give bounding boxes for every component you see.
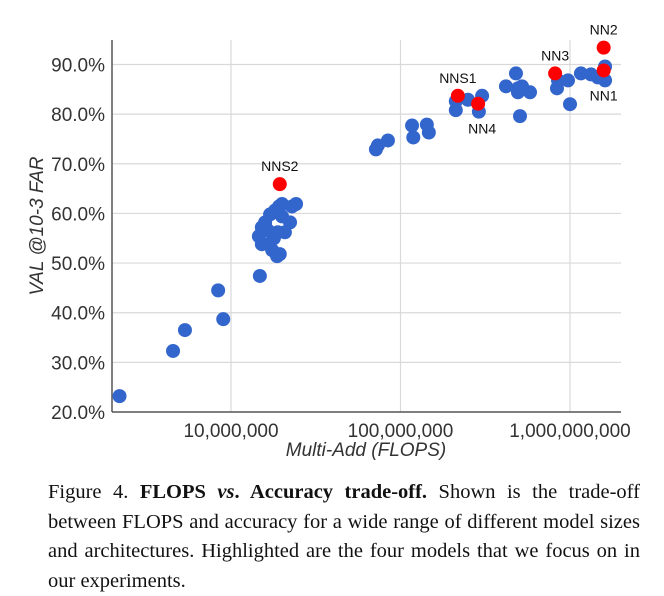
highlighted-point-nn4 [471,96,486,111]
y-tick-label: 30.0% [51,353,105,374]
x-tick-label: 100,000,000 [348,421,454,442]
data-point [211,283,226,298]
y-tick-label: 40.0% [51,304,105,325]
data-point [510,81,525,96]
data-point [448,103,463,118]
point-label-nn1: NN1 [590,87,618,103]
data-point [549,81,564,96]
data-point [177,323,192,338]
data-point [508,66,523,81]
caption-title-a: FLOPS [139,481,218,503]
x-axis-title: Multi-Add (FLOPS) [286,440,446,461]
y-tick-label: 70.0% [51,155,105,176]
highlighted-point-nn1 [596,63,611,78]
grid-lines [112,40,621,412]
y-tick-label: 50.0% [51,254,105,275]
data-point [563,97,577,112]
data-point [573,66,588,81]
highlighted-point-nn2 [596,40,611,55]
data-point [380,133,395,148]
data-point [289,196,304,211]
highlighted-point-nns1 [450,88,465,103]
data-point [498,79,513,94]
point-label-nns1: NNS1 [439,70,477,86]
figure-caption: Figure 4. FLOPS vs. Accuracy trade-off. … [48,478,640,596]
data-point [216,312,231,327]
data-point [512,109,527,124]
data-point [560,73,575,88]
data-point [166,343,181,358]
y-tick-label: 20.0% [51,403,105,424]
data-point [421,125,436,140]
point-label-nn2: NN2 [590,22,618,38]
y-tick-labels: 20.0% 30.0% 40.0% 50.0% 60.0% 70.0% 80.0% 90.0% [51,56,105,425]
point-label-nn4: NN4 [468,121,496,137]
highlighted-point-nn3 [548,66,563,81]
data-point [265,243,280,258]
data-points [112,40,613,404]
flops-accuracy-chart: 20.0% 30.0% 40.0% 50.0% 60.0% 70.0% 80.0% 90.0%… [27,22,631,461]
data-point [260,223,275,238]
point-label-nn3: NN3 [541,47,569,63]
point-label-nns2: NNS2 [261,158,299,174]
caption-prefix: Figure 4. [48,481,140,503]
data-point [405,118,420,133]
data-point [406,130,421,145]
caption-title-b: . Accuracy trade-off. [234,481,428,503]
x-tick-labels: 10,000,000 100,000,000 1,000,000,000 [183,421,630,442]
x-tick-label: 10,000,000 [183,421,278,442]
y-tick-label: 90.0% [51,56,105,77]
x-tick-label: 1,000,000,000 [509,421,631,442]
caption-title-vs: vs [217,481,235,503]
data-point [112,389,127,404]
highlighted-point-nns2 [272,177,287,192]
point-labels: NNS2 NNS1 NN4 NN3 NN1 NN2 [261,22,618,175]
axes [111,40,621,413]
data-point [523,85,538,100]
y-tick-label: 80.0% [51,105,105,126]
caption-body: Shown is the trade-off between FLOPS and… [48,481,640,592]
data-point [254,237,269,252]
data-point [252,268,267,283]
data-point [277,225,292,240]
y-tick-label: 60.0% [51,204,105,225]
y-axis-title: VAL @10-3 FAR [27,156,48,295]
